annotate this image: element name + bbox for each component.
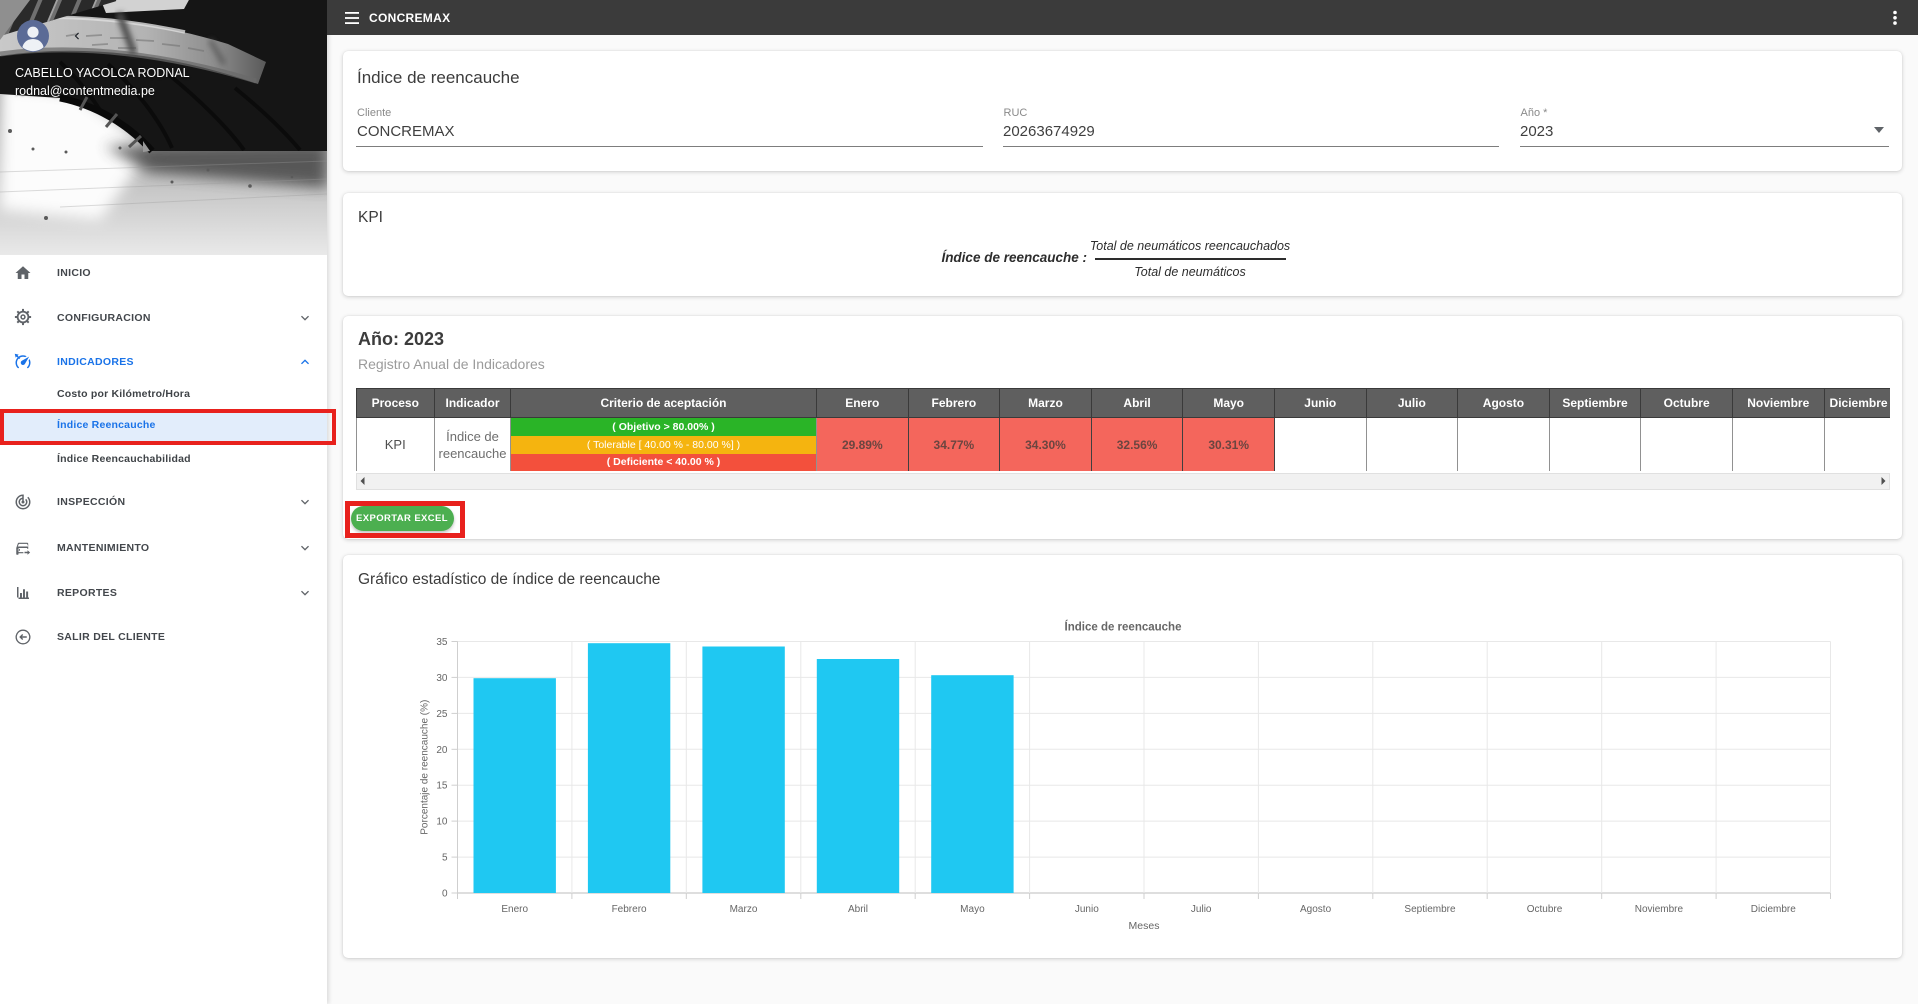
svg-text:30: 30 [436,673,448,684]
svg-text:Diciembre: Diciembre [1750,904,1795,915]
svg-text:Meses: Meses [1128,920,1159,932]
svg-text:Septiembre: Septiembre [1404,904,1456,915]
svg-text:10: 10 [436,817,448,828]
svg-text:15: 15 [436,781,448,792]
svg-text:Agosto: Agosto [1300,904,1332,915]
svg-text:0: 0 [441,889,447,900]
svg-text:5: 5 [441,853,447,864]
svg-text:Mayo: Mayo [960,904,985,915]
svg-text:Julio: Julio [1190,904,1211,915]
svg-text:Porcentaje de reencauche (%): Porcentaje de reencauche (%) [419,700,430,835]
svg-text:Marzo: Marzo [729,904,757,915]
svg-text:20: 20 [436,745,448,756]
svg-text:Junio: Junio [1074,904,1098,915]
svg-text:25: 25 [436,709,448,720]
svg-text:Enero: Enero [501,904,528,915]
svg-text:Febrero: Febrero [611,904,646,915]
svg-text:Abril: Abril [847,904,867,915]
svg-text:35: 35 [436,637,448,648]
svg-text:Octubre: Octubre [1526,904,1562,915]
svg-text:Noviembre: Noviembre [1634,904,1683,915]
svg-text:Índice de reencauche: Índice de reencauche [1064,621,1181,634]
